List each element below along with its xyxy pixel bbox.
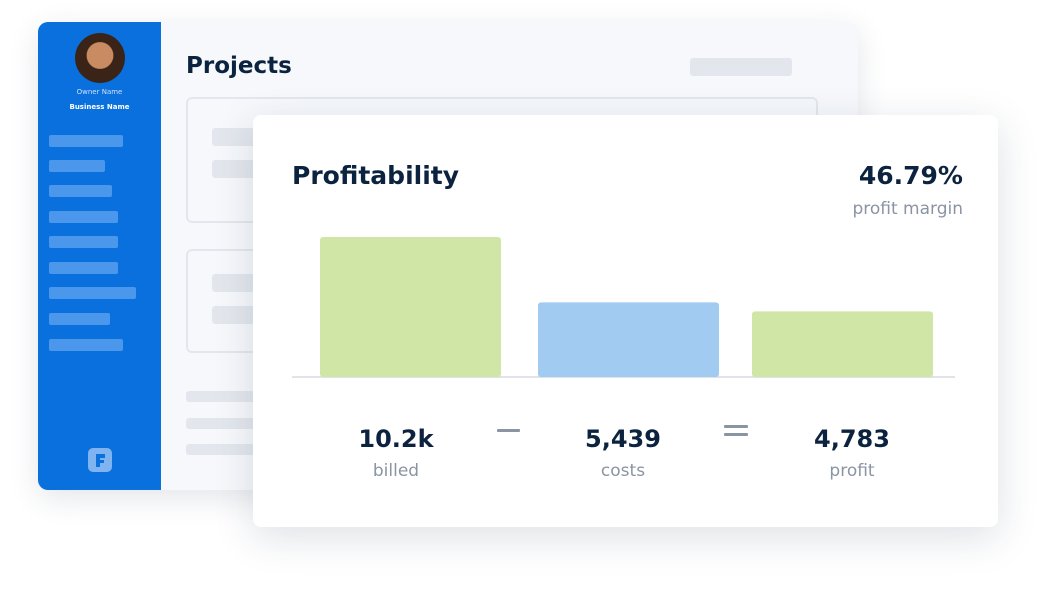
- equals-sign: [724, 433, 748, 436]
- value-label: 5,439: [585, 425, 661, 453]
- bar: [752, 311, 933, 377]
- placeholder: [690, 58, 792, 76]
- category-label: profit: [829, 461, 875, 481]
- nav-item[interactable]: [49, 262, 118, 274]
- business-name: Business Name: [69, 103, 130, 111]
- value-label: 10.2k: [358, 425, 434, 453]
- bar: [320, 237, 501, 377]
- owner-name: Owner Name: [76, 88, 123, 96]
- margin-value: 46.79%: [859, 161, 963, 190]
- logo: [88, 448, 112, 472]
- minus-sign: [497, 429, 520, 432]
- sidebar: Owner Name Business Name: [38, 22, 161, 490]
- bar: [538, 302, 719, 377]
- nav-item[interactable]: [49, 211, 118, 223]
- placeholder: [212, 128, 262, 146]
- page-title: Projects: [186, 53, 292, 79]
- nav-item[interactable]: [49, 160, 105, 172]
- margin-caption: profit margin: [852, 199, 963, 219]
- value-label: 4,783: [814, 425, 890, 453]
- chart-title: Profitability: [292, 161, 459, 190]
- placeholder: [186, 391, 266, 402]
- nav-item[interactable]: [49, 236, 118, 248]
- placeholder: [212, 274, 262, 292]
- placeholder: [212, 306, 262, 324]
- nav-item[interactable]: [49, 135, 123, 147]
- nav-item[interactable]: [49, 185, 112, 197]
- chart: Profitability 46.79% profit margin 10.2k…: [292, 161, 963, 481]
- nav-item[interactable]: [49, 287, 136, 299]
- profitability-card: Profitability 46.79% profit margin 10.2k…: [253, 115, 998, 527]
- nav-item[interactable]: [49, 339, 123, 351]
- category-label: costs: [601, 461, 645, 481]
- placeholder: [212, 160, 262, 178]
- avatar: [75, 33, 125, 83]
- equals-sign: [724, 425, 748, 428]
- nav-item[interactable]: [49, 313, 110, 325]
- category-label: billed: [373, 461, 419, 481]
- placeholder: [186, 418, 266, 429]
- placeholder: [186, 444, 266, 455]
